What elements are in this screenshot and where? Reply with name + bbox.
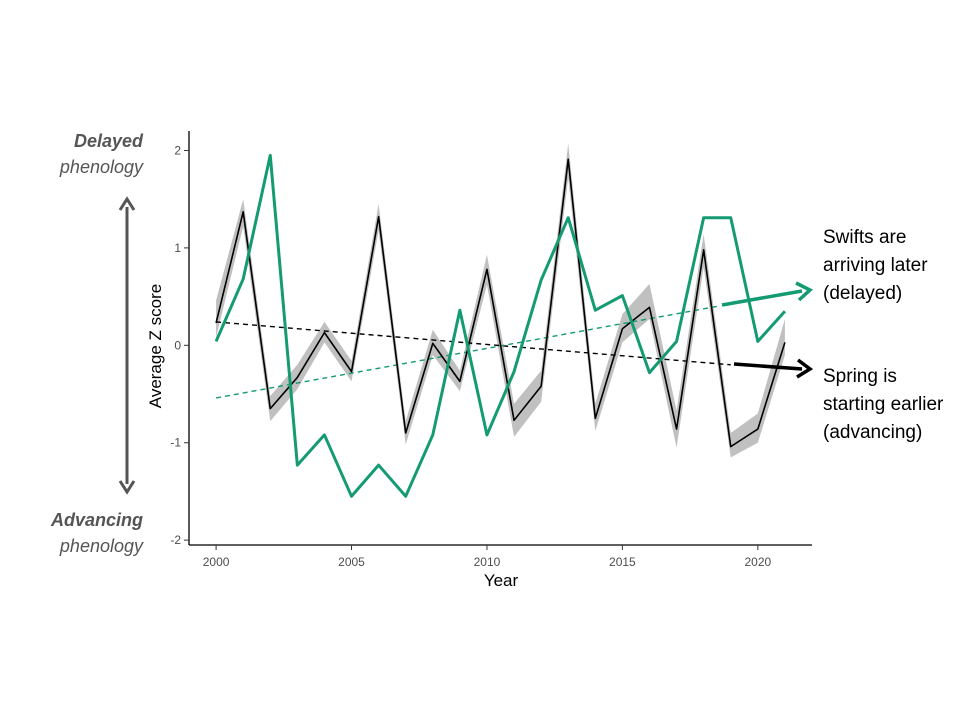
series-line-0	[215, 158, 786, 448]
swifts-annotation-line1: Swifts are	[823, 227, 906, 248]
delayed-phenology-label: phenology	[59, 157, 144, 177]
spring-annotation-line1: Spring is	[823, 366, 897, 387]
double-arrow-icon	[118, 196, 136, 495]
swifts-annotation-line3: (delayed)	[823, 283, 902, 304]
x-tick-label: 2020	[744, 555, 771, 569]
spring-annotation-line3: (advancing)	[823, 422, 922, 443]
y-tick-label: 0	[174, 338, 181, 352]
x-tick-label: 2010	[474, 555, 501, 569]
y-axis-title: Average Z score	[146, 284, 165, 408]
x-tick-label: 2015	[609, 555, 636, 569]
swifts-annotation-line2: arriving later	[823, 255, 928, 276]
y-tick-label: -2	[170, 533, 181, 547]
y-tick-label: 1	[174, 241, 181, 255]
series-line-1	[214, 153, 787, 498]
delayed-label: Delayed	[74, 131, 144, 151]
y-tick-label: 2	[174, 143, 181, 157]
confidence-band	[216, 143, 785, 458]
green-arrow-icon	[721, 281, 814, 307]
black-arrow-icon	[733, 358, 814, 379]
spring-annotation-line2: starting earlier	[823, 394, 944, 415]
x-tick-label: 2000	[203, 555, 230, 569]
y-tick-label: -1	[170, 436, 181, 450]
advancing-phenology-label: phenology	[59, 536, 144, 556]
advancing-label: Advancing	[50, 510, 143, 530]
x-axis-title: Year	[484, 571, 519, 590]
x-tick-label: 2005	[338, 555, 365, 569]
